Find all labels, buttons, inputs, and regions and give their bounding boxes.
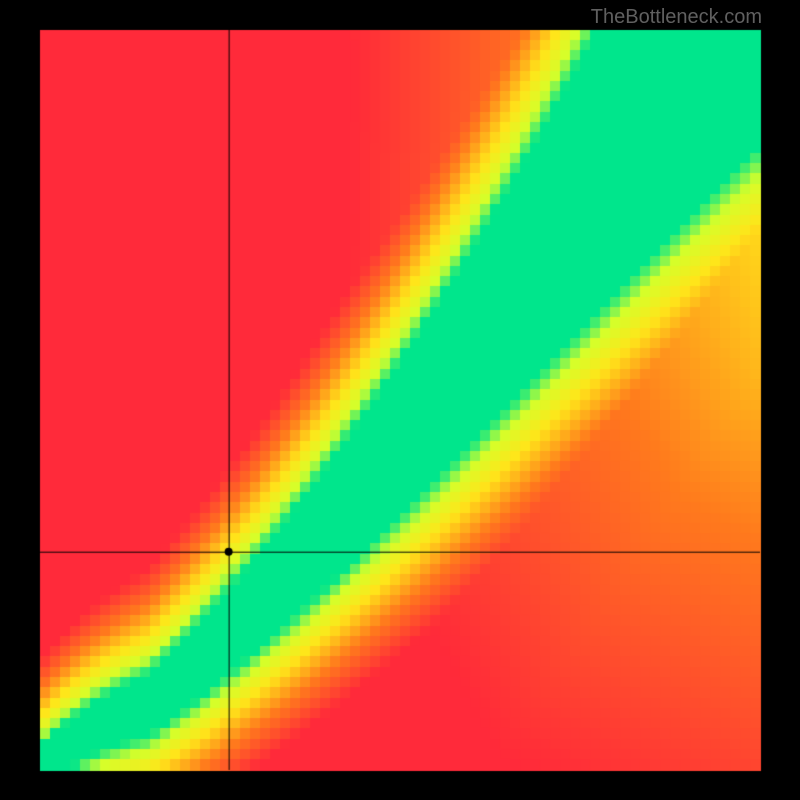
chart-container: TheBottleneck.com (0, 0, 800, 800)
bottleneck-heatmap (0, 0, 800, 800)
watermark-text: TheBottleneck.com (591, 6, 762, 29)
